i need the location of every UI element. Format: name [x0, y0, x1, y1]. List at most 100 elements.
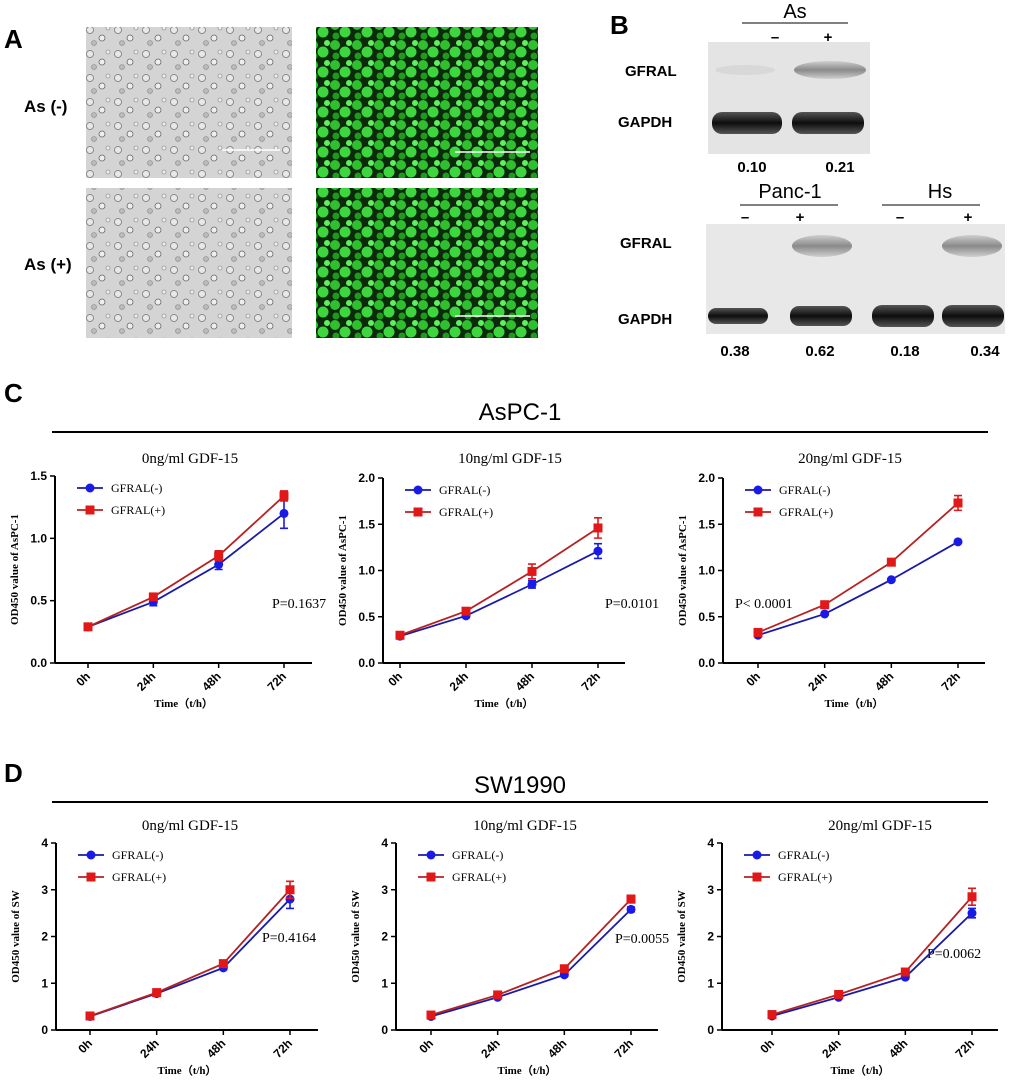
y-axis-label: OD450 value of SW [10, 890, 22, 983]
series-line-gfral-pos [399, 527, 599, 637]
data-point-gfral-pos [900, 967, 910, 977]
y-axis-label: OD450 value of AsPC-1 [337, 515, 349, 626]
data-point-gfral-neg [527, 579, 537, 589]
y-tick-label: 1 [707, 976, 714, 990]
data-point-gfral-neg [626, 904, 636, 914]
series-line-gfral-pos [87, 495, 285, 628]
p-value: P=0.0055 [615, 932, 669, 947]
legend-label: GFRAL(-) [452, 848, 503, 862]
sign-pos: + [824, 29, 833, 46]
data-point-gfral-pos [83, 622, 93, 632]
chart-2: 10ng/ml GDF-15 0.0 0.5 1.0 1.5 2.0 0h 24h 48h 72h… [337, 451, 659, 710]
panel-label-d: D [4, 758, 23, 788]
y-tick-label: 3 [381, 883, 388, 897]
legend-label: GFRAL(-) [779, 483, 830, 497]
panel-label-c: C [4, 378, 23, 408]
x-tick-label: 24h [805, 669, 830, 694]
chart-title: 10ng/ml GDF-15 [458, 451, 562, 467]
p-value: P=0.0101 [605, 597, 659, 612]
series-line-gfral-pos [771, 896, 973, 1016]
panel-label-a: A [4, 24, 23, 54]
series-line-gfral-neg [757, 541, 959, 637]
section-title-aspc1: AsPC-1 [479, 399, 562, 426]
legend-marker-square [753, 507, 763, 517]
legend-label: GFRAL(+) [779, 505, 833, 519]
chart-4: 0ng/ml GDF-15 0 1 2 3 4 0h 24h 48h 72h Time（t/h） OD… [10, 818, 318, 1077]
y-tick-label: 2 [381, 930, 388, 944]
x-tick-label: 48h [886, 1036, 911, 1061]
x-tick-label: 72h [953, 1036, 978, 1061]
x-tick-label: 72h [271, 1036, 296, 1061]
data-point-gfral-neg [214, 560, 224, 570]
y-tick-label: 0 [41, 1023, 48, 1037]
legend-label: GFRAL(+) [111, 503, 165, 517]
data-point-gfral-pos [285, 885, 295, 895]
x-tick-label: 48h [872, 669, 897, 694]
data-point-gfral-pos [218, 959, 228, 969]
fluorescence-image-as-pos [316, 188, 538, 338]
data-point-gfral-pos [626, 894, 636, 904]
row-label-as-pos: As (+) [24, 255, 72, 274]
legend-label: GFRAL(-) [439, 483, 490, 497]
x-axis-label: Time（t/h） [154, 697, 213, 710]
y-tick-label: 4 [381, 836, 388, 850]
y-tick-label: 0 [381, 1023, 388, 1037]
legend-marker-circle [86, 850, 96, 860]
y-tick-label: 0.5 [358, 610, 375, 624]
x-tick-label: 0h [743, 669, 763, 689]
data-point-gfral-neg [967, 908, 977, 918]
x-axis-label: Time（t/h） [474, 697, 533, 710]
chart-title: 0ng/ml GDF-15 [142, 818, 238, 834]
chart-title: 20ng/ml GDF-15 [798, 451, 902, 467]
series-line-gfral-neg [430, 908, 632, 1018]
series-line-gfral-pos [430, 898, 632, 1016]
y-tick-label: 0.0 [30, 656, 47, 670]
p-value: P=0.4164 [262, 931, 316, 946]
fluorescence-image-as-neg [316, 27, 538, 178]
x-tick-label: 24h [447, 669, 472, 694]
data-point-gfral-neg [953, 537, 963, 547]
gfral-band [792, 235, 852, 257]
chart-6: 20ng/ml GDF-15 0 1 2 3 4 0h 24h 48h 72h Time（t/h） O… [676, 818, 998, 1077]
p-value: P< 0.0001 [735, 597, 793, 612]
y-tick-label: 1.0 [358, 564, 375, 578]
data-point-gfral-pos [527, 566, 537, 576]
data-point-gfral-pos [593, 523, 603, 533]
ratio-value: 0.62 [805, 343, 834, 360]
data-point-gfral-pos [85, 1011, 95, 1021]
series-line-gfral-pos [89, 889, 291, 1017]
legend-label: GFRAL(-) [111, 481, 162, 495]
x-tick-label: 72h [265, 669, 290, 694]
y-tick-label: 2.0 [698, 471, 715, 485]
ratio-value: 0.21 [825, 159, 854, 176]
legend-marker-circle [426, 850, 436, 860]
band-label-gfral: GFRAL [620, 235, 672, 252]
y-tick-label: 0.0 [358, 656, 375, 670]
y-tick-label: 1 [381, 976, 388, 990]
brightfield-image-as-pos [86, 188, 292, 338]
chart-title: 10ng/ml GDF-15 [473, 818, 577, 834]
y-tick-label: 0.0 [698, 656, 715, 670]
y-tick-label: 0.5 [30, 594, 47, 608]
group-label-hs: Hs [928, 181, 952, 203]
data-point-gfral-neg [820, 609, 830, 619]
p-value: P=0.0062 [927, 947, 981, 962]
x-tick-label: 72h [579, 669, 604, 694]
series-line-gfral-neg [771, 912, 973, 1017]
chart-5: 10ng/ml GDF-15 0 1 2 3 4 0h 24h 48h 72h Time（t/h） O… [350, 818, 669, 1077]
band-label-gapdh: GAPDH [618, 114, 672, 131]
gapdh-band [708, 308, 768, 324]
legend-label: GFRAL(+) [439, 505, 493, 519]
series-line-gfral-neg [399, 550, 599, 638]
legend-marker-square [85, 505, 95, 515]
legend-marker-circle [413, 485, 423, 495]
data-point-gfral-pos [834, 989, 844, 999]
y-tick-label: 4 [707, 836, 714, 850]
x-tick-label: 48h [545, 1036, 570, 1061]
gapdh-band [790, 306, 852, 326]
chart-title: 0ng/ml GDF-15 [142, 451, 238, 467]
data-point-gfral-neg [886, 575, 896, 585]
x-axis-label: Time（t/h） [157, 1064, 216, 1077]
chart-1: 0ng/ml GDF-15 0.0 0.5 1.0 1.5 0h 24h 48h 72h Time… [9, 451, 326, 710]
section-title-sw1990: SW1990 [474, 772, 566, 799]
